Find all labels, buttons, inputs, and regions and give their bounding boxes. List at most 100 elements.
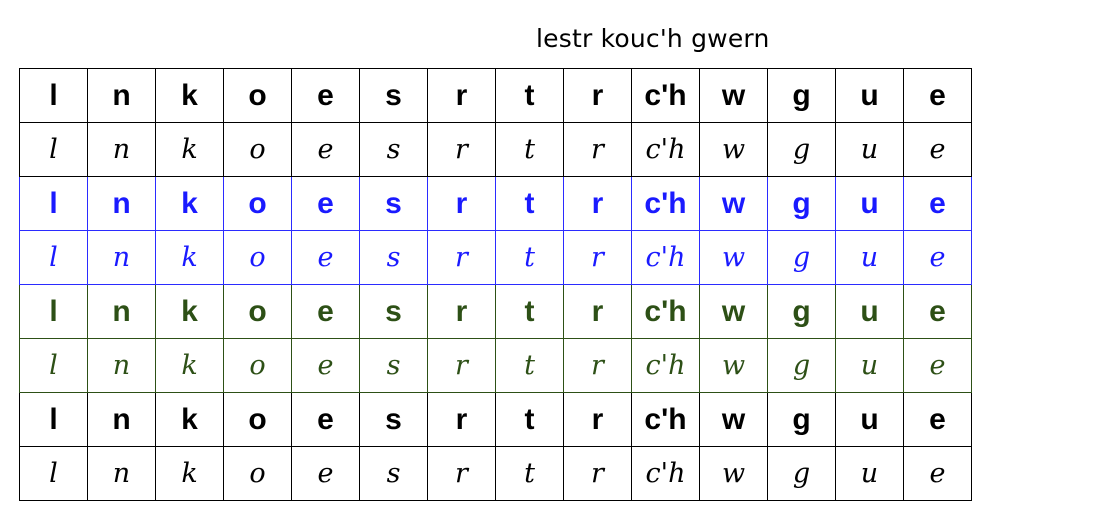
letter-cell: n (87, 176, 156, 231)
letter-cell: k (155, 284, 224, 339)
letter-cell: n (87, 446, 156, 501)
letter-cell: o (223, 230, 292, 285)
letter-row-cursive: l n k o e s r t r c'h w g u e (19, 338, 972, 393)
letter-cell: g (767, 230, 836, 285)
letter-cell: e (903, 122, 972, 177)
letter-cell: l (19, 122, 88, 177)
letter-cell: e (903, 230, 972, 285)
letter-cell: r (563, 68, 632, 123)
letter-cell: e (291, 176, 360, 231)
letter-row-print: l n k o e s r t r c'h w g u e (19, 284, 972, 339)
letter-cell: u (835, 338, 904, 393)
letter-cell: r (427, 284, 496, 339)
letter-row-print: l n k o e s r t r c'h w g u e (19, 392, 972, 447)
letter-row-print: l n k o e s r t r c'h w g u e (19, 176, 972, 231)
letter-cell: u (835, 230, 904, 285)
letter-cell: n (87, 230, 156, 285)
letter-cell: r (427, 446, 496, 501)
letter-cell: k (155, 392, 224, 447)
letter-cell: c'h (631, 392, 700, 447)
letter-cell: c'h (631, 338, 700, 393)
letter-cell: w (699, 392, 768, 447)
letter-cell: r (427, 122, 496, 177)
letter-row-print: l n k o e s r t r c'h w g u e (19, 68, 972, 123)
letter-grid: l n k o e s r t r c'h w g u e l n k o e s r t r c'h w g u e l n k o e s r t… (19, 68, 972, 501)
letter-cell: c'h (631, 68, 700, 123)
letter-cell: n (87, 338, 156, 393)
letter-cell: l (19, 284, 88, 339)
letter-cell: r (427, 392, 496, 447)
letter-cell: w (699, 338, 768, 393)
letter-cell: n (87, 284, 156, 339)
letter-cell: r (563, 446, 632, 501)
letter-cell: w (699, 176, 768, 231)
letter-cell: n (87, 122, 156, 177)
letter-cell: r (427, 230, 496, 285)
letter-cell: s (359, 338, 428, 393)
letter-cell: o (223, 122, 292, 177)
letter-cell: g (767, 392, 836, 447)
letter-cell: e (903, 392, 972, 447)
letter-cell: c'h (631, 176, 700, 231)
letter-cell: e (291, 392, 360, 447)
letter-cell: s (359, 122, 428, 177)
letter-cell: r (563, 338, 632, 393)
letter-cell: u (835, 122, 904, 177)
letter-cell: g (767, 284, 836, 339)
letter-cell: o (223, 176, 292, 231)
letter-cell: e (903, 68, 972, 123)
letter-row-cursive: l n k o e s r t r c'h w g u e (19, 446, 972, 501)
page-title: lestr kouc'h gwern (536, 24, 770, 53)
letter-cell: s (359, 392, 428, 447)
letter-cell: g (767, 446, 836, 501)
letter-cell: w (699, 230, 768, 285)
letter-cell: t (495, 338, 564, 393)
letter-cell: w (699, 122, 768, 177)
letter-cell: t (495, 392, 564, 447)
letter-cell: e (903, 338, 972, 393)
letter-cell: g (767, 176, 836, 231)
letter-cell: l (19, 230, 88, 285)
letter-cell: s (359, 68, 428, 123)
letter-cell: c'h (631, 446, 700, 501)
letter-cell: l (19, 176, 88, 231)
letter-cell: e (291, 230, 360, 285)
letter-cell: o (223, 338, 292, 393)
letter-cell: t (495, 122, 564, 177)
letter-cell: k (155, 176, 224, 231)
letter-cell: l (19, 392, 88, 447)
letter-cell: l (19, 68, 88, 123)
letter-cell: r (427, 176, 496, 231)
letter-cell: w (699, 446, 768, 501)
letter-cell: r (563, 230, 632, 285)
letter-cell: u (835, 68, 904, 123)
letter-cell: s (359, 284, 428, 339)
letter-cell: e (291, 338, 360, 393)
letter-row-cursive: l n k o e s r t r c'h w g u e (19, 122, 972, 177)
letter-cell: w (699, 284, 768, 339)
letter-cell: o (223, 446, 292, 501)
letter-cell: g (767, 68, 836, 123)
letter-cell: u (835, 284, 904, 339)
letter-cell: n (87, 392, 156, 447)
letter-cell: e (291, 122, 360, 177)
letter-cell: e (291, 446, 360, 501)
letter-cell: e (291, 68, 360, 123)
letter-cell: s (359, 176, 428, 231)
letter-cell: e (903, 176, 972, 231)
letter-cell: o (223, 68, 292, 123)
letter-cell: c'h (631, 230, 700, 285)
letter-cell: r (563, 176, 632, 231)
letter-cell: w (699, 68, 768, 123)
letter-cell: r (563, 392, 632, 447)
letter-cell: l (19, 338, 88, 393)
letter-cell: e (903, 284, 972, 339)
letter-cell: k (155, 446, 224, 501)
letter-cell: o (223, 392, 292, 447)
letter-cell: r (427, 338, 496, 393)
letter-cell: t (495, 68, 564, 123)
letter-cell: k (155, 122, 224, 177)
letter-cell: s (359, 230, 428, 285)
letter-cell: l (19, 446, 88, 501)
letter-cell: k (155, 230, 224, 285)
